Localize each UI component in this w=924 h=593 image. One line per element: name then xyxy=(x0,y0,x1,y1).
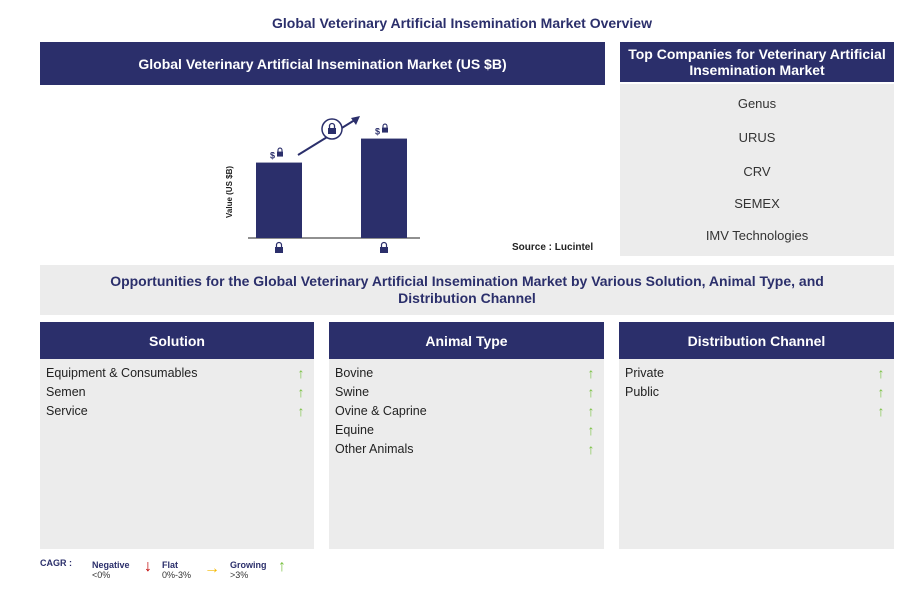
company-item: SEMEX xyxy=(734,196,780,211)
growing-arrow-icon: ↑ xyxy=(587,364,595,381)
cagr-lock-icon xyxy=(328,122,336,134)
value-lock-icon xyxy=(277,147,283,157)
growing-arrow-icon: ↑ xyxy=(877,402,885,419)
chart-source: Source : Lucintel xyxy=(512,242,593,253)
list-item: Service ↑ xyxy=(46,401,308,420)
list-item: ↑ xyxy=(625,401,888,420)
bar-value-label: $ xyxy=(375,127,380,137)
solution-column: Solution Equipment & Consumables ↑ Semen ↑… xyxy=(40,322,314,549)
list-item: Other Animals ↑ xyxy=(335,439,598,458)
legend-negative: Negative <0% xyxy=(92,560,130,580)
list-item: Equine ↑ xyxy=(335,420,598,439)
right-arrow-icon: → xyxy=(204,560,220,577)
list-item: Semen ↑ xyxy=(46,382,308,401)
legend-growing: Growing >3% xyxy=(230,560,267,580)
cagr-label: CAGR : xyxy=(40,558,72,568)
list-item: Private ↑ xyxy=(625,363,888,382)
up-arrow-icon: ↑ xyxy=(278,558,286,575)
animal-type-column: Animal Type Bovine ↑ Swine ↑ Ovine & Capri… xyxy=(329,322,604,549)
growth-arrowhead xyxy=(351,116,360,125)
growing-arrow-icon: ↑ xyxy=(297,383,305,400)
bar-value-label: $ xyxy=(270,151,275,161)
category-lock-icon xyxy=(275,241,283,253)
list-item: Public ↑ xyxy=(625,382,888,401)
cagr-legend: CAGR : Negative <0% ↓ Flat 0%-3% → Growing… xyxy=(40,558,440,588)
growing-arrow-icon: ↑ xyxy=(877,364,885,381)
top-companies-list: Genus URUS CRV SEMEX IMV Technologies xyxy=(620,84,894,256)
column-body: Private ↑ Public ↑ ↑ xyxy=(619,359,894,549)
legend-flat: Flat 0%-3% xyxy=(162,560,192,580)
list-item: Equipment & Consumables ↑ xyxy=(46,363,308,382)
column-body: Bovine ↑ Swine ↑ Ovine & Caprine ↑ Equine ↑ … xyxy=(329,359,604,549)
growing-arrow-icon: ↑ xyxy=(587,421,595,438)
market-chart-header: Global Veterinary Artificial Inseminatio… xyxy=(40,42,605,85)
top-companies-header: Top Companies for Veterinary Artificial … xyxy=(620,42,894,82)
chart-svg: Value (US $B) $ $ Source : Lucintel xyxy=(225,116,593,253)
company-item: Genus xyxy=(737,96,777,111)
column-header: Animal Type xyxy=(329,322,604,359)
bar xyxy=(256,162,302,238)
y-axis-label: Value (US $B) xyxy=(225,166,234,218)
company-item: URUS xyxy=(738,130,776,145)
company-item: IMV Technologies xyxy=(705,228,809,243)
growing-arrow-icon: ↑ xyxy=(877,383,885,400)
bar xyxy=(361,138,407,238)
growing-arrow-icon: ↑ xyxy=(587,440,595,457)
down-arrow-icon: ↓ xyxy=(144,558,152,575)
growing-arrow-icon: ↑ xyxy=(587,383,595,400)
column-body: Equipment & Consumables ↑ Semen ↑ Service ↑ xyxy=(40,359,314,549)
list-item: Bovine ↑ xyxy=(335,363,598,382)
column-header: Distribution Channel xyxy=(619,322,894,359)
list-item: Ovine & Caprine ↑ xyxy=(335,401,598,420)
company-item: CRV xyxy=(743,164,771,179)
growing-arrow-icon: ↑ xyxy=(587,402,595,419)
column-header: Solution xyxy=(40,322,314,359)
growing-arrow-icon: ↑ xyxy=(297,364,305,381)
page-title: Global Veterinary Artificial Inseminatio… xyxy=(272,15,652,31)
category-lock-icon xyxy=(380,241,388,253)
growing-arrow-icon: ↑ xyxy=(297,402,305,419)
value-lock-icon xyxy=(382,123,388,133)
opportunities-banner: Opportunities for the Global Veterinary … xyxy=(40,265,894,315)
opportunities-title: Opportunities for the Global Veterinary … xyxy=(110,273,824,306)
market-bar-chart: Value (US $B) $ $ Source : Lucintel xyxy=(220,100,600,260)
distribution-channel-column: Distribution Channel Private ↑ Public ↑ ↑ xyxy=(619,322,894,549)
list-item: Swine ↑ xyxy=(335,382,598,401)
